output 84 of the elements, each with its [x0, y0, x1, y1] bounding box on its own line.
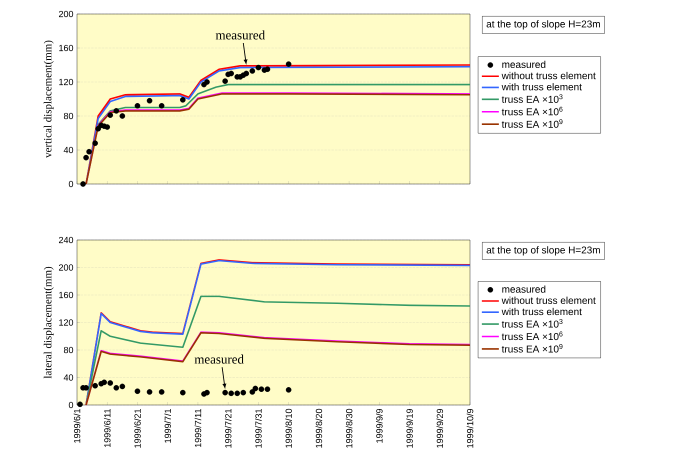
point: [222, 78, 228, 84]
point: [107, 112, 114, 118]
y-tick-label: 240: [58, 236, 74, 244]
x-tick-label: 1999/8/20: [316, 408, 322, 448]
point: [286, 387, 292, 393]
legend-label: without truss element: [502, 296, 596, 304]
point: [146, 389, 152, 395]
point: [252, 386, 258, 392]
y-axis-title: vertical displacement(mm): [44, 40, 54, 158]
legend-label: truss EA ×10$^{6}$: [502, 106, 563, 116]
point: [234, 390, 240, 396]
legend-label: without truss element: [502, 72, 596, 80]
point: [120, 113, 126, 119]
y-tick-label: 160: [59, 292, 74, 298]
x-tick-label: 1999/8/10: [285, 408, 292, 448]
point: [243, 70, 250, 76]
point: [264, 66, 270, 72]
legend-label: truss EA ×10$^{9}$: [502, 119, 563, 128]
point: [114, 385, 120, 391]
legend-label: with truss element: [502, 308, 582, 316]
y-tick-label: 80: [64, 346, 74, 354]
y-tick-label: 80: [64, 112, 74, 120]
point: [258, 386, 264, 392]
legend-label: truss EA ×10$^{9}$: [502, 344, 563, 353]
point: [101, 380, 108, 386]
point: [222, 390, 228, 396]
y-tick-label: 200: [58, 264, 74, 271]
point: [134, 388, 140, 394]
line-series: [85, 296, 471, 406]
x-tick-label: 1999/6/11: [104, 408, 111, 448]
x-tick-label: 1999/9/9: [376, 408, 383, 443]
annotation: measured: [194, 354, 244, 364]
point: [240, 390, 246, 396]
x-tick-label: 1999/7/11: [194, 408, 202, 448]
point: [180, 390, 186, 396]
legend-label: truss EA ×10$^{6}$: [502, 332, 563, 340]
y-tick-label: 40: [64, 146, 74, 154]
x-tick-label: 1999/7/1: [164, 408, 171, 443]
point: [264, 386, 270, 392]
legend-label: with truss element: [502, 83, 582, 90]
annotation: measured: [216, 30, 265, 40]
point: [134, 103, 140, 109]
point: [146, 98, 152, 104]
point: [77, 402, 83, 408]
point: [92, 140, 98, 146]
point: [228, 390, 234, 396]
x-tick-label: 1999/10/9: [466, 408, 474, 448]
y-tick-label: 40: [64, 374, 74, 381]
y-tick-label: 160: [59, 44, 74, 52]
y-tick-label: 120: [59, 319, 74, 326]
x-tick-label: 1999/7/21: [224, 408, 232, 448]
point: [250, 389, 256, 395]
x-tick-label: 1999/9/19: [406, 408, 413, 448]
point: [83, 154, 89, 160]
legend-title: at the top of slope H=23m: [486, 20, 600, 30]
point: [92, 382, 98, 389]
x-tick-label: 1999/6/21: [134, 408, 141, 448]
x-tick-label: 1999/7/31: [255, 408, 262, 448]
point: [120, 384, 126, 390]
point: [250, 68, 256, 74]
y-tick-label: 120: [59, 78, 74, 86]
point: [86, 148, 92, 154]
point: [114, 108, 120, 114]
y-tick-label: 0: [68, 402, 74, 408]
point: [286, 61, 292, 67]
x-tick-label: 1999/6/1: [74, 408, 80, 443]
legend-label: truss EA ×10$^{3}$: [502, 319, 563, 328]
y-tick-label: 200: [58, 10, 74, 18]
point: [158, 389, 164, 395]
x-tick-label: 1999/9/29: [436, 408, 444, 448]
legend-label: measured: [502, 285, 546, 293]
legend-label: truss EA ×10$^{3}$: [502, 94, 563, 103]
point: [180, 97, 186, 103]
point: [158, 103, 164, 109]
y-axis-title: lateral displacement(mm): [44, 266, 54, 378]
y-tick-label: 0: [68, 180, 74, 188]
point: [256, 64, 262, 70]
point: [204, 79, 210, 85]
x-tick-label: 1999/8/30: [346, 408, 352, 448]
legend-title: at the top of slope H=23m: [486, 246, 600, 256]
point: [107, 380, 114, 386]
legend-label: measured: [502, 60, 546, 68]
point: [80, 181, 86, 187]
point: [204, 390, 210, 396]
